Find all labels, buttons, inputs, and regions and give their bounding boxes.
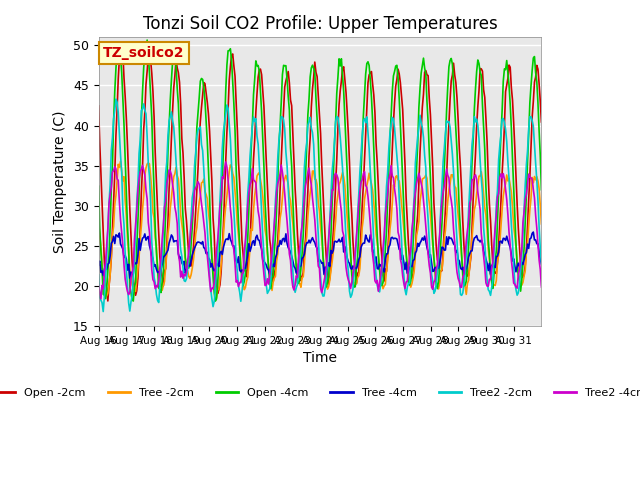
Open -4cm (479, 102, 486, 108)
Tree -2cm (116, 158, 124, 164)
Tree2 -4cm (413, 180, 420, 186)
Tree2 -4cm (325, 237, 333, 242)
Tree2 -2cm (99, 309, 107, 314)
Tree2 -2cm (112, 96, 120, 102)
Tree -2cm (212, 295, 220, 300)
Tree -2cm (538, 221, 545, 227)
Line: Open -4cm: Open -4cm (99, 40, 541, 301)
Tree2 -2cm (536, 245, 544, 251)
Tree2 -2cm (111, 108, 118, 113)
Line: Open -2cm: Open -2cm (99, 50, 541, 301)
Tree -4cm (124, 267, 131, 273)
Line: Tree -2cm: Tree -2cm (99, 161, 541, 298)
Open -2cm (125, 175, 132, 180)
Open -4cm (325, 273, 333, 279)
Tree2 -4cm (538, 284, 545, 290)
Tree -4cm (538, 261, 545, 266)
Tree2 -4cm (222, 159, 230, 165)
Open -4cm (536, 152, 544, 158)
Tree2 -2cm (95, 272, 102, 278)
Tree2 -4cm (536, 266, 544, 272)
Open -4cm (124, 224, 131, 229)
Open -2cm (413, 225, 420, 231)
Open -2cm (536, 98, 544, 104)
Open -2cm (479, 68, 486, 74)
Line: Tree2 -2cm: Tree2 -2cm (99, 99, 541, 312)
Tree -4cm (477, 237, 485, 243)
Tree -4cm (412, 250, 419, 256)
Legend: Open -2cm, Tree -2cm, Open -4cm, Tree -4cm, Tree2 -2cm, Tree2 -4cm: Open -2cm, Tree -2cm, Open -4cm, Tree -4… (0, 384, 640, 402)
Open -2cm (325, 281, 333, 287)
Tree2 -2cm (413, 146, 420, 152)
Tree -2cm (110, 223, 118, 229)
Tree2 -2cm (325, 234, 333, 240)
X-axis label: Time: Time (303, 351, 337, 365)
Open -4cm (110, 118, 118, 124)
Open -2cm (146, 47, 154, 53)
Open -4cm (413, 166, 420, 172)
Tree -2cm (479, 177, 486, 182)
Tree -4cm (536, 256, 544, 262)
Tree2 -2cm (126, 308, 134, 314)
Tree -4cm (324, 264, 332, 270)
Text: TZ_soilco2: TZ_soilco2 (103, 46, 184, 60)
Line: Tree2 -4cm: Tree2 -4cm (99, 162, 541, 299)
Tree -4cm (110, 233, 118, 239)
Y-axis label: Soil Temperature (C): Soil Temperature (C) (53, 110, 67, 253)
Open -4cm (538, 187, 545, 192)
Open -2cm (538, 119, 545, 125)
Open -4cm (95, 183, 102, 189)
Tree -2cm (325, 284, 333, 289)
Tree -2cm (125, 250, 132, 256)
Open -2cm (104, 298, 111, 304)
Tree2 -4cm (97, 296, 105, 302)
Tree -4cm (95, 262, 102, 268)
Tree2 -4cm (111, 164, 118, 169)
Title: Tonzi Soil CO2 Profile: Upper Temperatures: Tonzi Soil CO2 Profile: Upper Temperatur… (143, 15, 497, 33)
Line: Tree -4cm: Tree -4cm (99, 232, 541, 278)
Open -2cm (111, 170, 118, 176)
Tree -4cm (126, 276, 134, 281)
Tree2 -4cm (95, 282, 102, 288)
Tree2 -2cm (538, 261, 545, 267)
Open -2cm (95, 103, 102, 109)
Tree -4cm (529, 229, 537, 235)
Tree2 -2cm (479, 190, 486, 196)
Tree -2cm (95, 214, 102, 219)
Tree -2cm (536, 202, 544, 208)
Open -4cm (143, 37, 151, 43)
Tree -2cm (413, 233, 420, 239)
Open -4cm (212, 298, 220, 304)
Tree2 -4cm (479, 242, 486, 248)
Tree2 -4cm (125, 292, 132, 298)
